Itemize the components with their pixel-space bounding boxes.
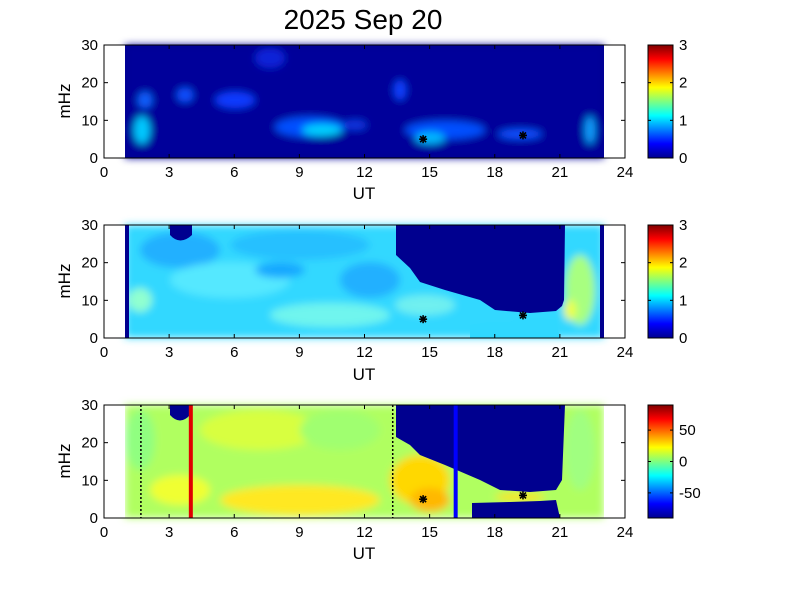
x-tick-label: 24 (617, 344, 634, 361)
x-tick-label: 12 (356, 164, 373, 181)
x-tick-label: 18 (486, 164, 503, 181)
panel-3-vertical-lines (140, 405, 458, 518)
x-tick-label: 12 (356, 344, 373, 361)
x-tick-label: 9 (295, 524, 303, 541)
y-tick-label: 20 (81, 75, 98, 92)
panel-1-field (125, 45, 604, 158)
panel-2-x-label: UT (353, 365, 376, 384)
panel-2-markers (419, 311, 527, 324)
x-tick-label: 24 (617, 524, 634, 541)
panel-3-y-ticks: 0 10 20 30 (81, 397, 625, 527)
x-tick-label: 6 (230, 344, 238, 361)
panel-2-colorbar-ticks: 0 1 2 3 (648, 217, 687, 347)
asterisk-marker (518, 131, 527, 140)
x-tick-label: 12 (356, 524, 373, 541)
panel-2-heatmap (100, 225, 629, 338)
colorbar-tick-label: 0 (679, 454, 687, 471)
asterisk-marker (518, 311, 527, 320)
panel-2-colorbar-ramp (647, 224, 674, 339)
y-tick-label: 30 (81, 217, 98, 234)
panel-1-colorbar-ticks: 0 1 2 3 (648, 37, 687, 167)
x-tick-label: 15 (421, 524, 438, 541)
panel-2-y-ticks: 0 10 20 30 (81, 217, 625, 347)
colorbar-tick-label: 2 (679, 75, 687, 92)
panel-3-x-label: UT (353, 544, 376, 563)
x-tick-label: 21 (552, 344, 569, 361)
y-tick-label: 0 (90, 150, 98, 167)
panel-3-x-ticks: 0 3 6 9 12 15 18 21 24 (100, 405, 634, 541)
x-tick-label: 6 (230, 524, 238, 541)
asterisk-marker (518, 491, 527, 500)
y-tick-label: 30 (81, 397, 98, 414)
asterisk-marker (419, 315, 428, 324)
x-tick-label: 6 (230, 164, 238, 181)
x-tick-label: 21 (552, 524, 569, 541)
panel-3-axes: 0 3 6 9 12 15 18 21 24 0 10 20 30 UT mHz (55, 397, 633, 563)
colorbar-tick-label: 0 (679, 150, 687, 167)
y-tick-label: 10 (81, 472, 98, 489)
panel-1-y-label: mHz (55, 84, 74, 119)
panel-2-y-label: mHz (55, 264, 74, 299)
x-tick-label: 24 (617, 164, 634, 181)
panel-2-x-ticks: 0 3 6 9 12 15 18 21 24 (100, 225, 634, 361)
colorbar-tick-label: 0 (679, 330, 687, 347)
y-tick-label: 0 (90, 330, 98, 347)
panel-3-masked-tail (472, 500, 560, 518)
panel-3-colorbar: -50 0 50 (647, 404, 701, 519)
colorbar-tick-label: 1 (679, 292, 687, 309)
x-tick-label: 15 (421, 164, 438, 181)
panel-1-colorbar-ramp (647, 44, 674, 159)
panel-1-heatmap (100, 45, 629, 158)
y-tick-label: 20 (81, 255, 98, 272)
panel-1-y-ticks: 0 10 20 30 (81, 37, 625, 167)
x-tick-label: 18 (486, 524, 503, 541)
panel-1-colorbar: 0 1 2 3 (647, 37, 687, 167)
panel-2-masked-tail (470, 318, 560, 338)
panel-2-colorbar: 0 1 2 3 (647, 217, 687, 347)
colorbar-tick-label: 2 (679, 255, 687, 272)
x-tick-label: 3 (165, 344, 173, 361)
panel-3-markers (419, 491, 527, 504)
y-tick-label: 10 (81, 112, 98, 129)
colorbar-tick-label: 50 (679, 422, 696, 439)
colorbar-tick-label: 1 (679, 112, 687, 129)
panel-2-axes: 0 3 6 9 12 15 18 21 24 0 10 20 30 UT mHz (55, 217, 633, 384)
colorbar-tick-label: 3 (679, 37, 687, 54)
y-tick-label: 30 (81, 37, 98, 54)
panel-1-x-label: UT (353, 184, 376, 203)
y-tick-label: 20 (81, 435, 98, 452)
panel-3: 0 3 6 9 12 15 18 21 24 0 10 20 30 UT mHz -50 0 50 (55, 397, 701, 563)
panel-2-masked-region (396, 225, 565, 313)
panel-1-axes: 0 3 6 9 12 15 18 21 24 0 10 20 30 UT mHz (55, 37, 633, 203)
x-tick-label: 9 (295, 344, 303, 361)
x-tick-label: 0 (100, 164, 108, 181)
panel-3-masked-notch (170, 405, 190, 421)
figure-title: 2025 Sep 20 (284, 4, 443, 35)
panel-3-masked-region (396, 405, 565, 492)
x-tick-label: 3 (165, 524, 173, 541)
x-tick-label: 21 (552, 164, 569, 181)
y-tick-label: 0 (90, 510, 98, 527)
panel-3-heatmap (100, 405, 629, 518)
x-tick-label: 18 (486, 344, 503, 361)
colorbar-tick-label: 3 (679, 217, 687, 234)
x-tick-label: 15 (421, 344, 438, 361)
x-tick-label: 3 (165, 164, 173, 181)
panel-1-markers (419, 131, 527, 144)
asterisk-marker (419, 495, 428, 504)
x-tick-label: 9 (295, 164, 303, 181)
colorbar-tick-label: -50 (679, 485, 701, 502)
panel-1-x-ticks: 0 3 6 9 12 15 18 21 24 (100, 45, 634, 181)
x-tick-label: 0 (100, 344, 108, 361)
panel-2-masked-notch (170, 225, 192, 241)
x-tick-label: 0 (100, 524, 108, 541)
panel-3-colorbar-ramp (647, 404, 674, 519)
asterisk-marker (419, 135, 428, 144)
y-tick-label: 10 (81, 292, 98, 309)
panel-3-colorbar-ticks: -50 0 50 (648, 422, 701, 502)
panel-3-y-label: mHz (55, 444, 74, 479)
